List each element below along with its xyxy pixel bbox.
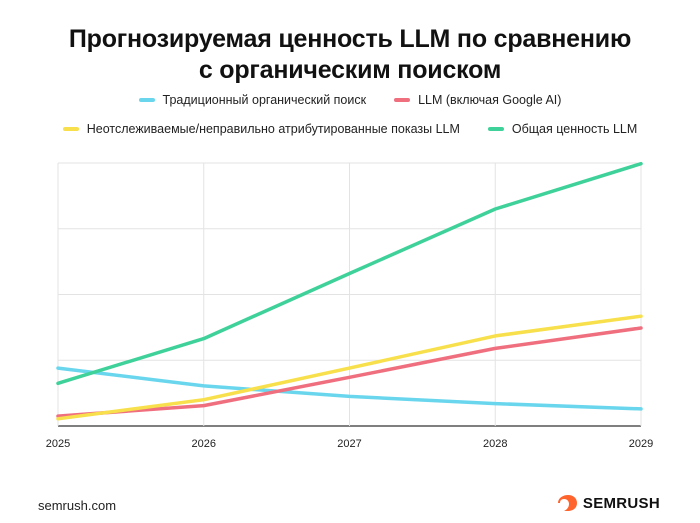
series-line-2 xyxy=(56,314,643,421)
legend-item-organic: Традиционный органический поиск xyxy=(138,93,367,107)
x-axis-tick-labels: 2025 2026 2027 2028 2029 xyxy=(46,438,653,450)
legend-label-organic: Традиционный органический поиск xyxy=(162,93,367,107)
chart-series-lines xyxy=(56,161,643,421)
legend-label-llm: LLM (включая Google AI) xyxy=(418,93,562,107)
brand-name: SEMRUSH xyxy=(582,494,660,512)
source-url: semrush.com xyxy=(38,498,117,513)
chart-title-line-1: Прогнозируемая ценность LLM по сравнению xyxy=(68,25,632,53)
series-line-3 xyxy=(56,161,643,386)
series-line-0 xyxy=(56,366,643,411)
legend-swatch-llm xyxy=(394,98,411,102)
chart-title: Прогнозируемая ценность LLM по сравнению… xyxy=(0,24,700,86)
chart-grid xyxy=(57,162,642,427)
legend-item-llm: LLM (включая Google AI) xyxy=(394,93,561,107)
legend-item-total: Общая ценность LLM xyxy=(487,122,638,136)
legend-label-total: Общая ценность LLM xyxy=(511,122,638,136)
x-tick-label-2026: 2026 xyxy=(192,438,216,450)
x-tick-label-2025: 2025 xyxy=(46,438,70,450)
legend-label-untracked: Неотслеживаемые/неправильно атрибутирова… xyxy=(86,122,460,136)
x-tick-label-2027: 2027 xyxy=(337,438,361,450)
x-tick-label-2028: 2028 xyxy=(483,438,507,450)
legend-row-2: Неотслеживаемые/неправильно атрибутирова… xyxy=(0,122,700,136)
brand-logo: SEMRUSH xyxy=(556,494,660,512)
legend-swatch-organic xyxy=(138,98,155,102)
semrush-flame-icon xyxy=(557,495,577,511)
x-tick-label-2029: 2029 xyxy=(629,438,653,450)
legend-row-1: Традиционный органический поиск LLM (вкл… xyxy=(0,93,700,107)
chart-title-line-2: с органическим поиском xyxy=(198,56,502,84)
legend-swatch-untracked xyxy=(62,127,79,131)
series-line-1 xyxy=(56,326,643,418)
legend-swatch-total xyxy=(487,127,504,131)
legend-item-untracked: Неотслеживаемые/неправильно атрибутирова… xyxy=(62,122,460,136)
